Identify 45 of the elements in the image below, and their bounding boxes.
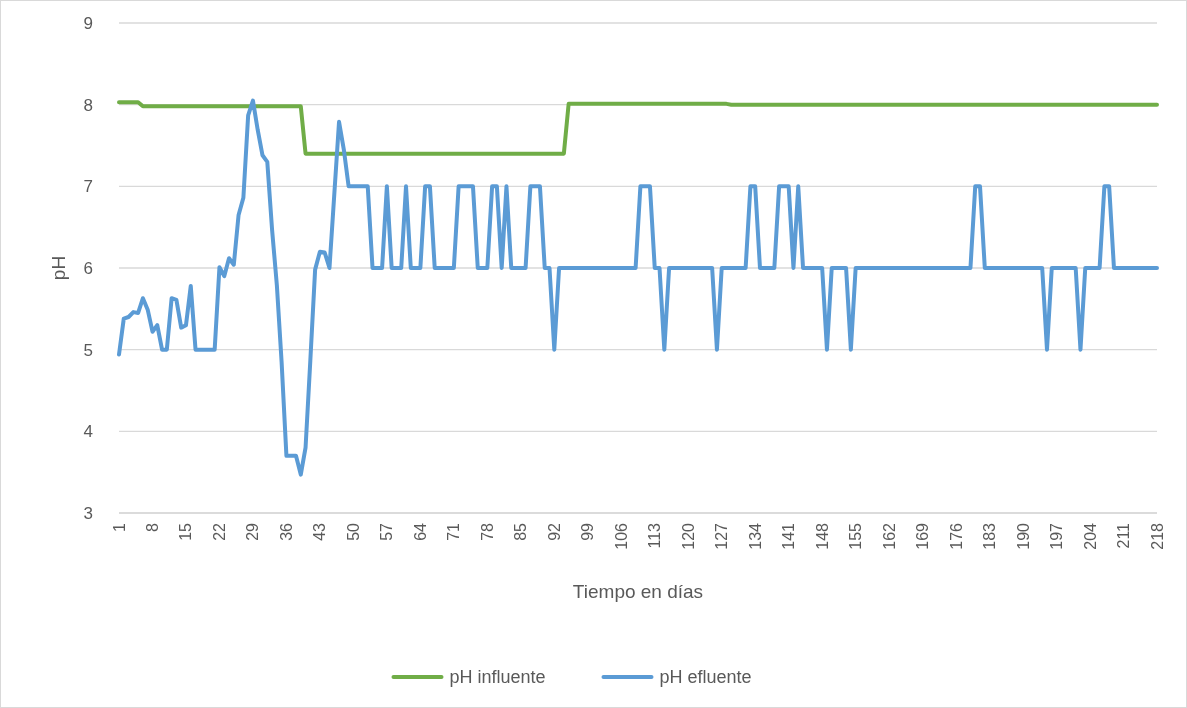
x-tick-label: 92 — [545, 522, 563, 541]
x-tick-label: 36 — [277, 522, 295, 541]
x-tick-label: 113 — [646, 522, 664, 549]
x-tick-label: 57 — [378, 522, 396, 541]
y-tick-label: 6 — [83, 258, 93, 278]
x-tick-label: 106 — [612, 522, 630, 550]
line-series — [117, 100, 1159, 156]
x-tick-label: 29 — [244, 522, 262, 541]
x-tick-label: 43 — [311, 522, 329, 541]
legend-label: pH efluente — [659, 667, 752, 688]
legend-label: pH influente — [449, 667, 546, 688]
x-tick-label: 127 — [713, 522, 731, 550]
x-tick-label: 120 — [679, 522, 697, 550]
x-tick-label: 183 — [981, 522, 999, 550]
y-tick-label: 7 — [83, 177, 93, 197]
x-tick-label: 190 — [1014, 522, 1032, 550]
y-axis-title: pH — [48, 255, 69, 281]
x-tick-label: 218 — [1148, 522, 1166, 550]
x-tick-label: 50 — [344, 522, 362, 541]
x-tick-label: 204 — [1081, 522, 1099, 550]
x-tick-label: 99 — [579, 522, 597, 541]
x-tick-label: 155 — [847, 522, 865, 550]
x-tick-label: 71 — [445, 522, 463, 541]
x-tick-label: 22 — [210, 522, 228, 541]
x-tick-label: 15 — [177, 522, 195, 541]
x-tick-label: 211 — [1115, 522, 1133, 549]
x-axis-title: Tiempo en días — [572, 581, 704, 602]
x-tick-label: 134 — [746, 522, 764, 550]
y-tick-label: 4 — [83, 422, 93, 442]
line-series — [117, 98, 1159, 477]
x-tick-label: 176 — [947, 522, 965, 550]
x-tick-label: 162 — [880, 522, 898, 550]
x-tick-label: 148 — [813, 522, 831, 550]
x-tick-label: 85 — [512, 522, 530, 541]
y-tick-label: 9 — [83, 13, 93, 33]
x-tick-label: 169 — [914, 522, 932, 550]
y-tick-label: 8 — [83, 95, 93, 115]
x-tick-label: 197 — [1048, 522, 1066, 550]
x-tick-label: 141 — [780, 522, 798, 550]
y-tick-label: 3 — [83, 503, 93, 523]
x-tick-label: 1 — [110, 522, 128, 532]
x-tick-label: 64 — [411, 522, 429, 541]
y-tick-label: 5 — [83, 340, 93, 360]
x-tick-label: 8 — [143, 522, 161, 532]
x-tick-label: 78 — [478, 522, 496, 541]
